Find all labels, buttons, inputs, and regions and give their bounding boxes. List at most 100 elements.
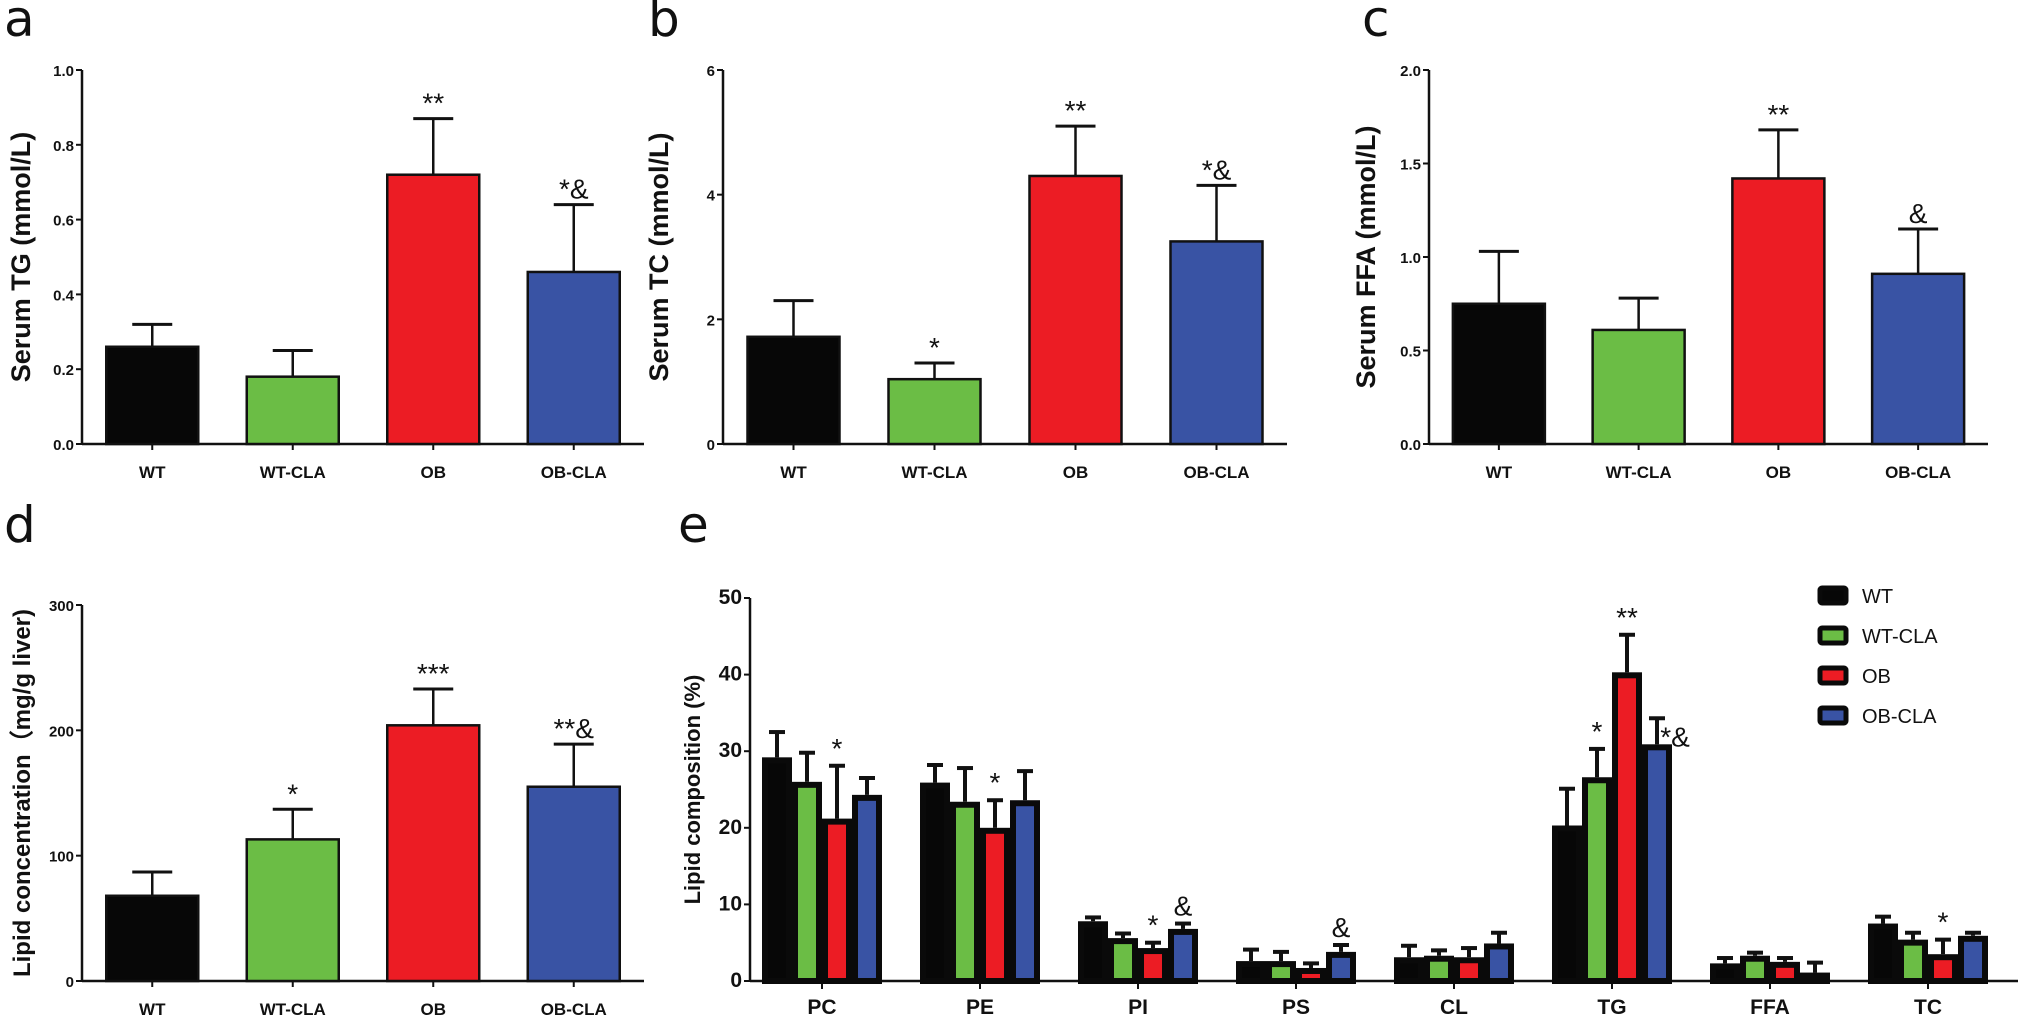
chart-panel-a: 0.0 0.2 0.4 0.6 0.8 1.0 Serum TG (mmol/L) WT WT-… (6, 63, 644, 482)
bar-wt-pc (762, 757, 792, 984)
panel-letter-d: d (4, 496, 36, 554)
bar-wt-tg (1552, 825, 1582, 985)
bar-ob-cla-pe (1010, 800, 1040, 984)
significance-label: ** (1065, 95, 1087, 126)
legend-swatch-wt-cla (1817, 625, 1849, 646)
y-tick-label: 30 (719, 739, 742, 762)
x-tick-label: OB (1766, 463, 1792, 482)
bar-ob-cla-tg (1642, 744, 1672, 985)
bar-wt (1451, 302, 1547, 446)
x-tick-label: OB-CLA (1885, 463, 1951, 482)
panel-letter-e: e (678, 496, 709, 554)
panel-letter-a: a (4, 0, 35, 48)
bar-ob (1731, 177, 1826, 446)
panel-letter-c: c (1362, 0, 1390, 48)
bar-ob-pe (980, 827, 1010, 984)
legend: WT WT-CLA OB OB-CLA (1817, 585, 1938, 728)
x-tick-label: OB-CLA (541, 463, 607, 482)
chart-panel-b: 0 2 4 6 Serum TC (mmol/L) WT WT-CLA * OB ** OB-CLA… (644, 63, 1287, 482)
y-tick-label: 0.6 (53, 213, 74, 230)
y-tick-label: 10 (719, 892, 742, 915)
bar-ob-cl (1454, 957, 1484, 985)
bar-wt-cla-tc (1898, 939, 1928, 984)
significance-label: ** (1767, 99, 1789, 130)
y-tick-label: 0.0 (1400, 437, 1421, 454)
chart-panel-e: 0 10 20 30 40 50 Lipid composition (%) PC * PE * PI… (680, 585, 2018, 1018)
bar-wt-cla-tg (1582, 777, 1612, 985)
y-tick-label: 0 (707, 437, 715, 454)
y-tick-label: 0.4 (53, 287, 75, 304)
significance-label: * (1148, 910, 1159, 941)
bar-ob-cla-ps (1326, 951, 1356, 985)
x-tick-label: OB-CLA (1183, 463, 1249, 482)
legend-label: OB (1862, 666, 1891, 688)
x-tick-label: WT (139, 1000, 166, 1018)
y-axis-title: Lipid concentration（mg/g liver) (9, 609, 36, 977)
bar-ob-cla-ffa (1800, 972, 1830, 984)
significance-label: * (1938, 907, 1949, 938)
x-tick-label: PI (1128, 996, 1148, 1018)
bar-wt-cla-pi (1108, 938, 1138, 985)
x-tick-label: CL (1440, 996, 1468, 1018)
x-tick-label: OB-CLA (541, 1000, 607, 1018)
y-axis-title: Serum FFA (mmol/L) (1351, 125, 1381, 388)
x-tick-label: WT (780, 463, 807, 482)
y-axis-title: Lipid composition (%) (680, 675, 705, 905)
bar-wt-ps (1236, 961, 1266, 984)
bar-ob-pc (822, 818, 852, 984)
chart-panel-d: 0 100 200 300 Lipid concentration（mg/g liver… (9, 598, 644, 1018)
bar-wt-cla-ffa (1740, 955, 1770, 984)
bar-ob-ps (1296, 967, 1326, 985)
bar-ob-cla (526, 270, 621, 446)
bar-wt-cla-cl (1424, 955, 1454, 984)
y-tick-label: 200 (49, 723, 74, 740)
bar-ob-tc (1928, 954, 1958, 985)
bar-wt (105, 894, 200, 983)
x-tick-label: WT-CLA (1606, 463, 1672, 482)
bar-ob-cla (1169, 240, 1264, 446)
x-tick-label: OB (421, 1000, 447, 1018)
bar-ob (386, 173, 481, 446)
bar-wt-cla-pc (792, 781, 822, 985)
significance-label: *& (1202, 154, 1232, 185)
bar-ob (386, 724, 481, 983)
bar-wt-tc (1868, 923, 1898, 984)
x-tick-label: WT (139, 463, 166, 482)
bar-wt-pe (920, 782, 950, 985)
bar-ob-pi (1138, 948, 1168, 985)
x-tick-label: OB (1063, 463, 1089, 482)
legend-label: WT (1862, 586, 1893, 608)
y-tick-label: 2.0 (1400, 63, 1421, 80)
bar-ob-cla-tc (1958, 935, 1988, 985)
bar-ob (1028, 174, 1123, 446)
legend-swatch-ob-cla (1817, 705, 1849, 726)
y-tick-label: 1.0 (53, 63, 74, 80)
legend-label: WT-CLA (1862, 626, 1938, 648)
y-tick-label: 100 (49, 849, 74, 866)
significance-label: *& (559, 174, 589, 205)
significance-label: * (1592, 716, 1603, 747)
y-tick-label: 0.5 (1400, 344, 1421, 361)
x-tick-label: WT (1486, 463, 1513, 482)
x-tick-label: FFA (1750, 996, 1790, 1018)
y-axis-title: Serum TG (mmol/L) (6, 132, 36, 383)
y-tick-label: 40 (719, 663, 742, 686)
panel-letter-b: b (648, 0, 680, 48)
legend-label: OB-CLA (1862, 706, 1937, 728)
x-tick-label: WT-CLA (260, 1000, 326, 1018)
y-tick-label: 50 (719, 586, 742, 609)
legend-swatch-wt (1817, 585, 1849, 606)
significance-label: ** (422, 88, 444, 119)
significance-label: * (832, 733, 843, 764)
bar-wt-cla-ps (1266, 961, 1296, 984)
bar-ob-tg (1612, 672, 1642, 984)
x-tick-label: PE (966, 996, 994, 1018)
significance-label: *** (417, 658, 450, 689)
bar-ob-cla-pi (1168, 928, 1198, 984)
y-tick-label: 300 (49, 598, 74, 615)
bar-ob-cla-pc (852, 794, 882, 984)
y-tick-label: 0 (66, 974, 74, 991)
significance-label: **& (554, 713, 595, 744)
significance-label: * (929, 332, 940, 363)
